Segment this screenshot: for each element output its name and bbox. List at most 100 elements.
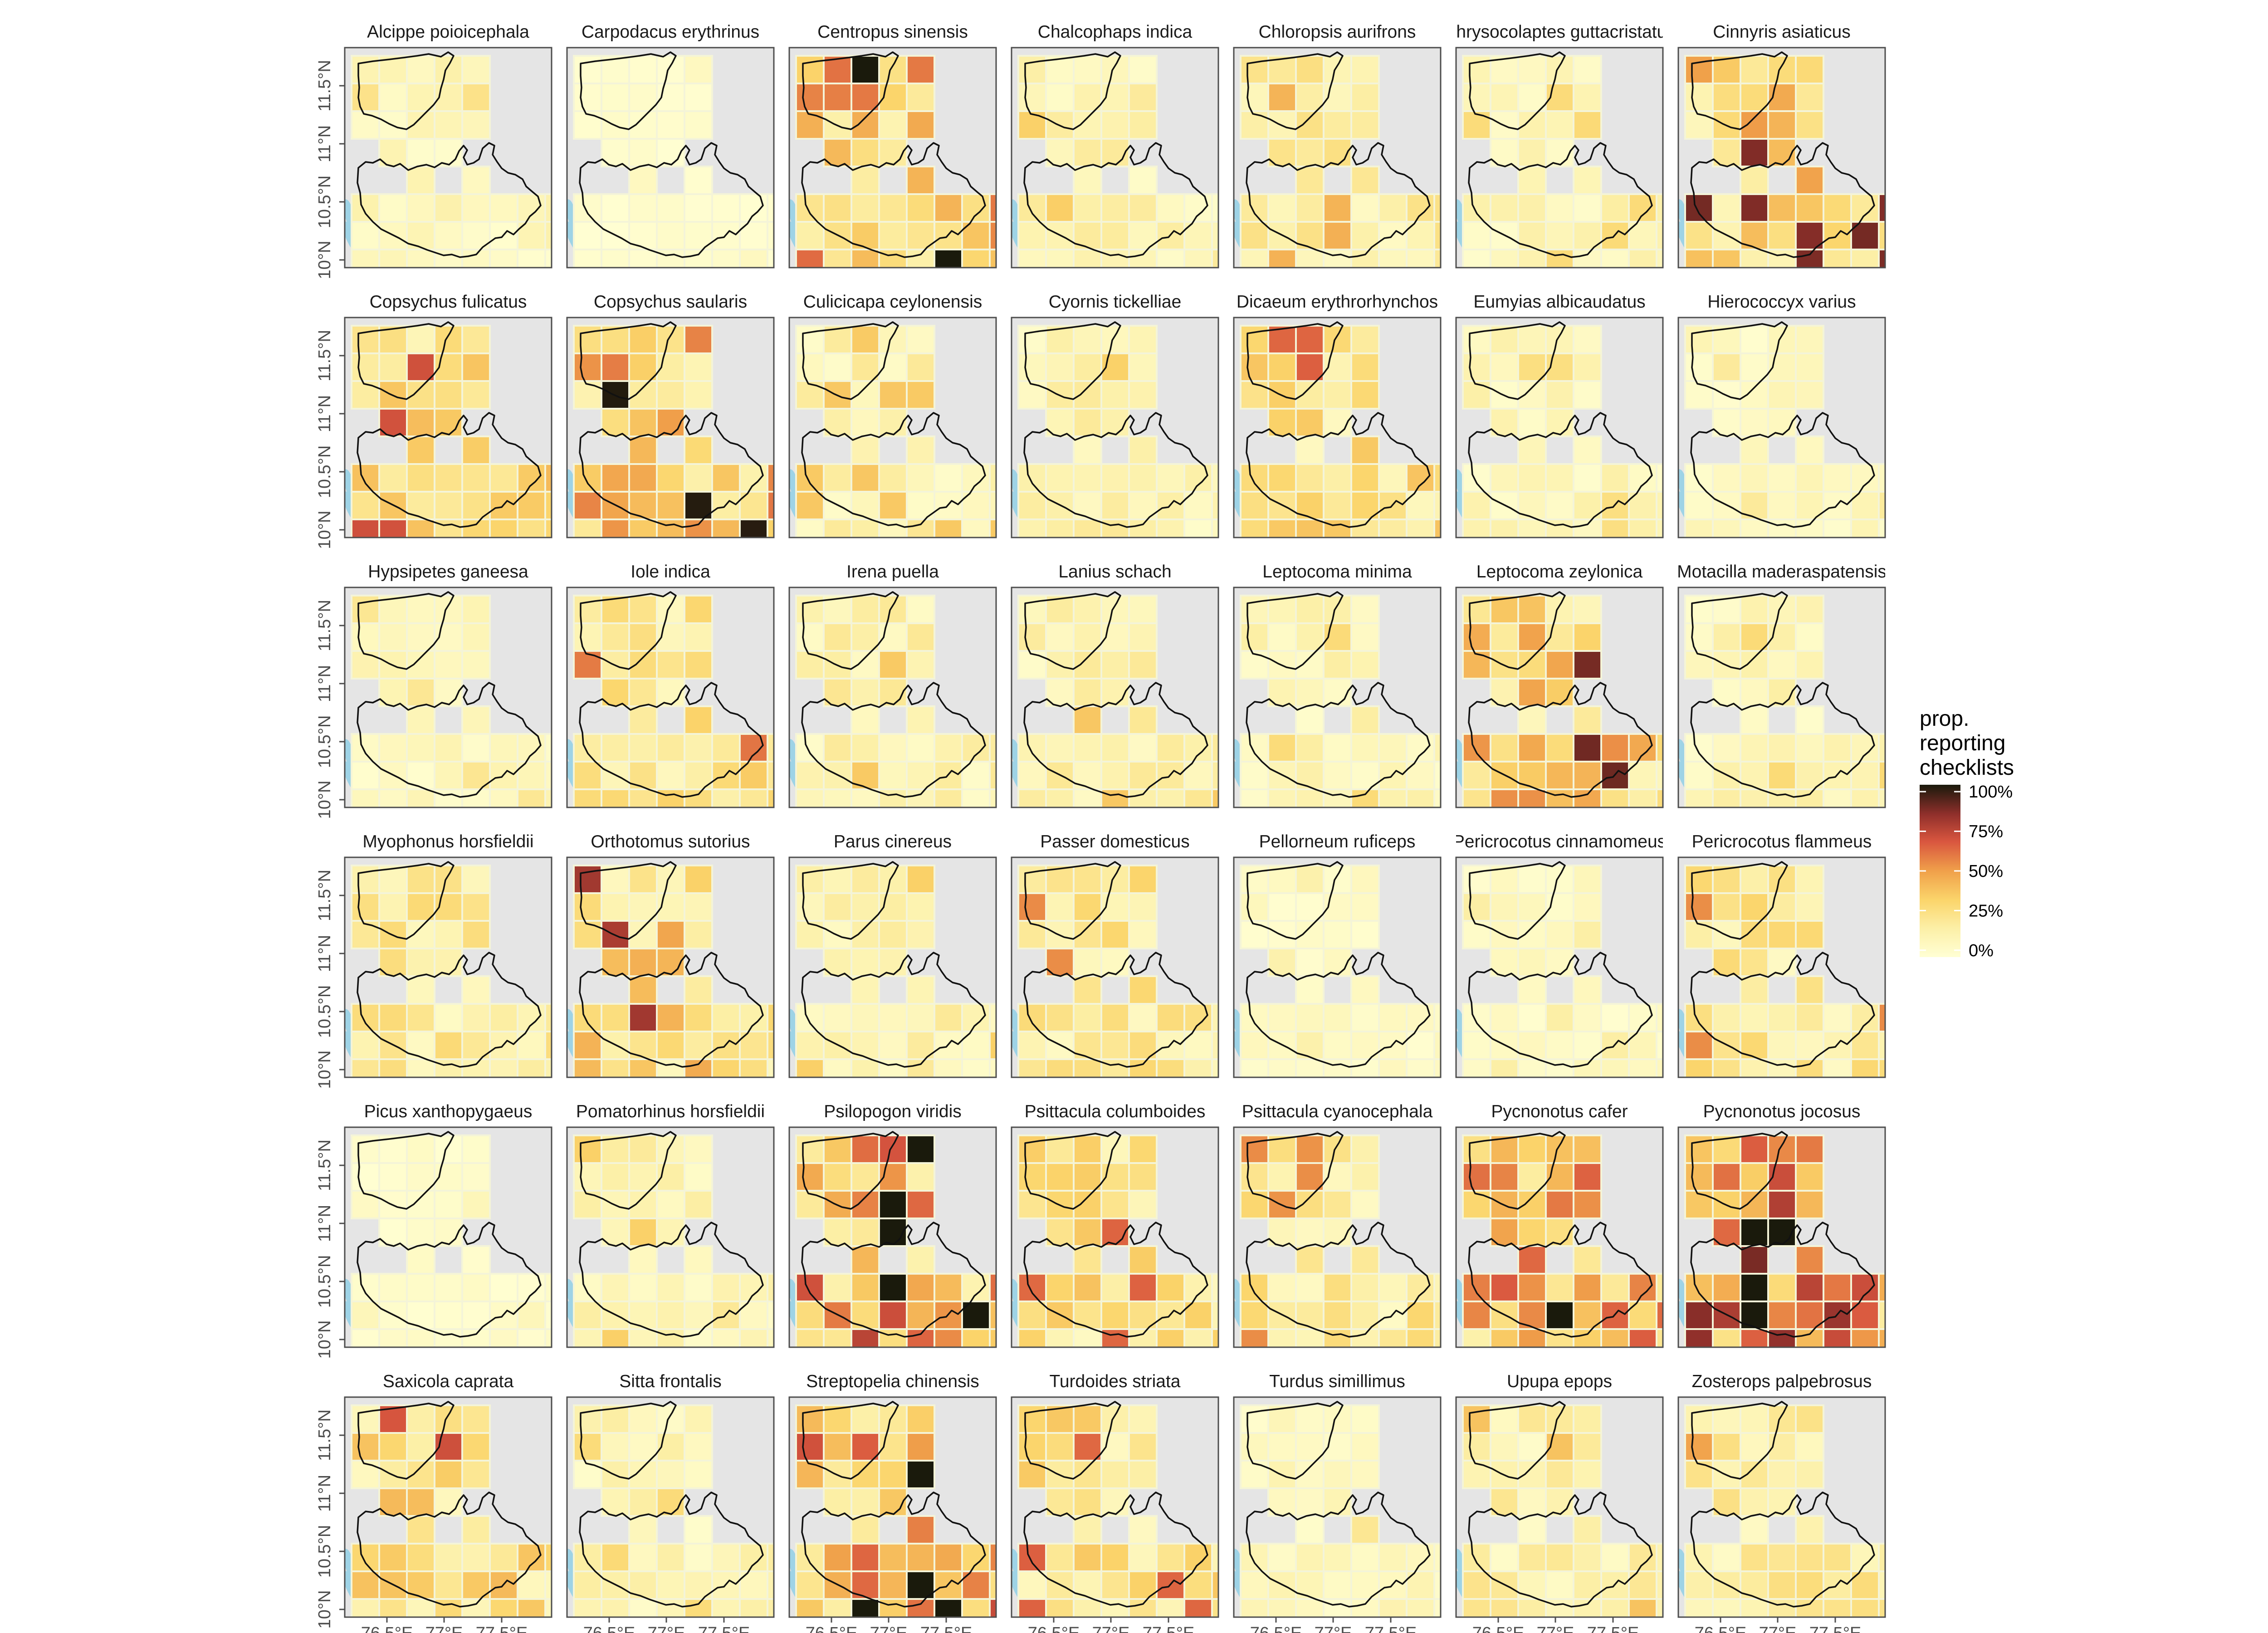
grid-cell — [1211, 1543, 1218, 1572]
grid-cell — [850, 1190, 880, 1219]
grid-cell — [1073, 463, 1102, 493]
grid-cell — [656, 221, 685, 250]
grid-cell — [1073, 1245, 1102, 1275]
grid-cell — [906, 892, 935, 922]
grid-cell — [1517, 678, 1547, 707]
grid-cell — [1350, 1432, 1380, 1462]
grid-cell — [1100, 1404, 1130, 1434]
panel-11-title: Dicaeum erythrorhynchos — [1237, 292, 1438, 312]
grid-cell — [1573, 788, 1602, 807]
grid-cell — [1295, 678, 1325, 707]
grid-cell — [1517, 948, 1547, 977]
grid-cell — [628, 408, 658, 437]
grid-cell — [1878, 1328, 1885, 1347]
grid-cell — [1684, 1003, 1714, 1032]
grid-cell — [1017, 55, 1047, 84]
grid-cell — [406, 1515, 435, 1545]
grid-cell — [1628, 1598, 1657, 1617]
grid-cell — [906, 1273, 935, 1302]
grid-cell — [1156, 1328, 1185, 1347]
panel-grid: Alcippe poioicephala Carpodacus erythrinu… — [339, 22, 1886, 1623]
grid-cell — [656, 1404, 685, 1434]
grid-cell — [1211, 733, 1218, 763]
grid-cell — [1740, 865, 1769, 894]
grid-cell — [1211, 1301, 1218, 1330]
region-outline-north — [802, 861, 899, 940]
grid-cell — [1045, 1273, 1075, 1302]
grid-cell — [823, 1432, 852, 1462]
grid-cell — [906, 865, 935, 894]
grid-cell — [878, 1134, 908, 1164]
grid-cell — [1740, 1404, 1769, 1434]
grid-cell — [573, 1134, 602, 1164]
grid-cell — [1100, 110, 1130, 140]
grid-cell — [517, 518, 546, 538]
grid-cell — [1350, 975, 1380, 1005]
grid-cell — [434, 325, 463, 354]
grid-cell — [1517, 55, 1547, 84]
grid-cell — [1073, 1134, 1102, 1164]
grid-cell — [544, 1570, 552, 1600]
grid-cell — [1100, 518, 1130, 538]
grid-cell — [1100, 380, 1130, 410]
panel-14: Hypsipetes ganeesa — [339, 562, 552, 808]
panel-36: Sitta frontalis — [566, 1372, 775, 1623]
grid-cell — [739, 518, 768, 538]
grid-cell — [1128, 975, 1158, 1005]
grid-cell — [934, 1003, 963, 1032]
grid-cell — [684, 733, 713, 763]
grid-cell — [1517, 1328, 1547, 1347]
grid-cell — [1017, 892, 1047, 922]
grid-cell — [1850, 1273, 1880, 1302]
y-tick-label: 11°N — [315, 1205, 334, 1242]
panel-26-title: Pericrocotus cinnamomeus — [1453, 832, 1666, 851]
panel-27-title: Pericrocotus flammeus — [1692, 832, 1872, 851]
grid-cell — [1184, 1357, 1212, 1384]
grid-cell — [1211, 1003, 1218, 1032]
grid-cell — [1462, 733, 1491, 763]
grid-cell — [1073, 1487, 1102, 1517]
x-tick-label: 77.5°E — [1587, 1624, 1639, 1633]
grid-cell — [823, 1598, 852, 1617]
grid-cell — [601, 55, 630, 84]
grid-cell — [823, 733, 852, 763]
grid-cell — [489, 1058, 518, 1077]
panel-11: Dicaeum erythrorhynchos — [1233, 292, 1442, 538]
panel-18-border — [1233, 587, 1442, 808]
y-tick-label: 11.5°N — [315, 870, 334, 921]
grid-cell — [1017, 1404, 1047, 1434]
grid-cell — [1545, 1031, 1574, 1060]
region-outline-south — [1246, 952, 1431, 1068]
grid-cell — [850, 491, 880, 520]
region-outline-north — [357, 1131, 455, 1210]
region-outline-north — [802, 1401, 899, 1480]
grid-cell — [517, 221, 546, 250]
grid-cell — [406, 1328, 435, 1347]
grid-cell — [1295, 249, 1325, 268]
grid-cell — [1240, 221, 1269, 250]
grid-cell — [1183, 788, 1213, 807]
grid-cell — [1573, 1543, 1602, 1572]
grid-cell — [1712, 733, 1741, 763]
grid-cell — [1740, 1543, 1769, 1572]
grid-cell — [1128, 1273, 1158, 1302]
grid-cell — [1628, 788, 1657, 807]
grid-cell — [1878, 761, 1885, 790]
legend-label: 50% — [1969, 862, 2003, 881]
grid-cell — [989, 193, 996, 223]
panel-39-cells — [1240, 1404, 1441, 1617]
grid-cell — [601, 83, 630, 112]
grid-cell — [711, 193, 741, 223]
region-outline-north — [1469, 861, 1566, 940]
grid-cell — [1295, 518, 1325, 538]
grid-cell — [850, 1432, 880, 1462]
grid-cell — [1017, 1598, 1047, 1617]
grid-cell — [628, 788, 658, 807]
panel-05: Chrysocolaptes guttacristatus — [1455, 22, 1664, 269]
grid-cell — [1240, 892, 1269, 922]
grid-cell — [601, 1301, 630, 1330]
grid-cell — [573, 733, 602, 763]
grid-cell — [1323, 1301, 1352, 1330]
grid-cell — [351, 1190, 380, 1219]
grid-cell — [378, 1162, 408, 1192]
